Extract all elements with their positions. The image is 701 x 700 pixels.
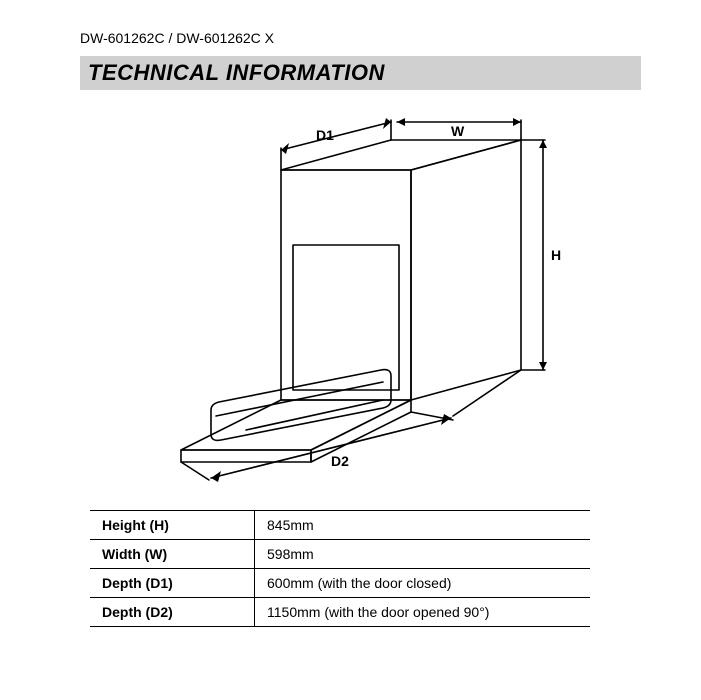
spec-label: Depth (D2) bbox=[90, 598, 255, 627]
dim-label-d1: D1 bbox=[316, 127, 334, 143]
dim-label-w: W bbox=[451, 123, 465, 139]
table-row: Height (H) 845mm bbox=[90, 511, 590, 540]
spec-value: 1150mm (with the door opened 90°) bbox=[255, 598, 591, 627]
table-row: Depth (D2) 1150mm (with the door opened … bbox=[90, 598, 590, 627]
dim-label-h: H bbox=[551, 247, 561, 263]
spec-value: 600mm (with the door closed) bbox=[255, 569, 591, 598]
section-title-bar: TECHNICAL INFORMATION bbox=[80, 56, 641, 90]
spec-value: 598mm bbox=[255, 540, 591, 569]
table-row: Width (W) 598mm bbox=[90, 540, 590, 569]
model-number: DW-601262C / DW-601262C X bbox=[80, 30, 641, 46]
spec-label: Depth (D1) bbox=[90, 569, 255, 598]
spec-table-body: Height (H) 845mm Width (W) 598mm Depth (… bbox=[90, 511, 590, 627]
section-title: TECHNICAL INFORMATION bbox=[88, 60, 385, 85]
dimension-diagram: D1 W H D2 bbox=[151, 110, 571, 490]
spec-table: Height (H) 845mm Width (W) 598mm Depth (… bbox=[90, 510, 590, 627]
table-row: Depth (D1) 600mm (with the door closed) bbox=[90, 569, 590, 598]
spec-label: Width (W) bbox=[90, 540, 255, 569]
spec-label: Height (H) bbox=[90, 511, 255, 540]
spec-value: 845mm bbox=[255, 511, 591, 540]
dim-label-d2: D2 bbox=[331, 453, 349, 469]
